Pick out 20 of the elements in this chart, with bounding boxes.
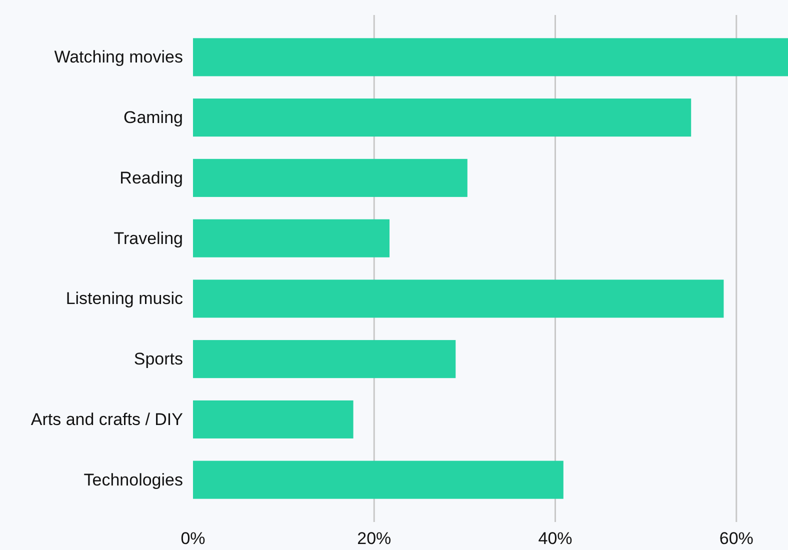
y-tick-label: Sports [134, 350, 183, 369]
bar [193, 98, 692, 137]
x-tick-label: 60% [719, 529, 754, 548]
x-tick-label: 20% [357, 529, 392, 548]
y-tick-label: Reading [120, 168, 183, 188]
y-tick-label: Listening music [66, 289, 184, 308]
y-tick-label: Gaming [123, 108, 183, 128]
y-tick-label: Watching movies [54, 48, 183, 67]
bar [193, 219, 390, 258]
bar [193, 460, 564, 499]
bar [193, 340, 456, 378]
bar [193, 400, 354, 438]
y-tick-label: Traveling [114, 228, 183, 248]
x-tick-label: 40% [538, 529, 572, 548]
bar [193, 38, 788, 76]
x-tick-label: 0% [180, 529, 206, 548]
y-tick-label: Technologies [84, 470, 183, 490]
bar [193, 280, 724, 318]
y-tick-label: Arts and crafts / DIY [30, 410, 183, 429]
bar [193, 158, 468, 197]
